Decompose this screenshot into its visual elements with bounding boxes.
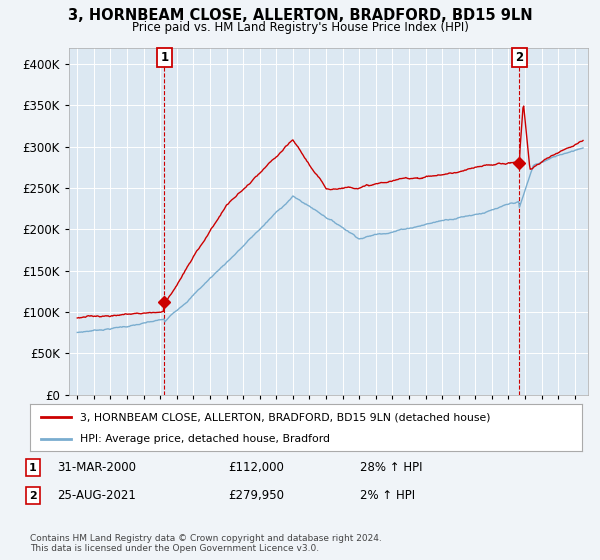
Text: 2% ↑ HPI: 2% ↑ HPI [360, 489, 415, 502]
Text: 1: 1 [29, 463, 37, 473]
Text: 28% ↑ HPI: 28% ↑ HPI [360, 461, 422, 474]
Text: 3, HORNBEAM CLOSE, ALLERTON, BRADFORD, BD15 9LN: 3, HORNBEAM CLOSE, ALLERTON, BRADFORD, B… [68, 8, 532, 24]
Text: 3, HORNBEAM CLOSE, ALLERTON, BRADFORD, BD15 9LN (detached house): 3, HORNBEAM CLOSE, ALLERTON, BRADFORD, B… [80, 412, 490, 422]
Text: 1: 1 [160, 51, 169, 64]
Text: HPI: Average price, detached house, Bradford: HPI: Average price, detached house, Brad… [80, 434, 329, 444]
Text: 31-MAR-2000: 31-MAR-2000 [57, 461, 136, 474]
Text: 25-AUG-2021: 25-AUG-2021 [57, 489, 136, 502]
Text: Price paid vs. HM Land Registry's House Price Index (HPI): Price paid vs. HM Land Registry's House … [131, 21, 469, 34]
Text: £112,000: £112,000 [228, 461, 284, 474]
Text: Contains HM Land Registry data © Crown copyright and database right 2024.
This d: Contains HM Land Registry data © Crown c… [30, 534, 382, 553]
Text: 2: 2 [29, 491, 37, 501]
Text: 2: 2 [515, 51, 523, 64]
Text: £279,950: £279,950 [228, 489, 284, 502]
